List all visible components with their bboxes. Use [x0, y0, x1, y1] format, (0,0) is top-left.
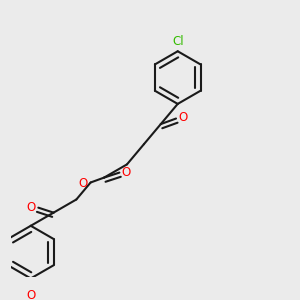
Text: O: O	[122, 166, 131, 178]
Text: O: O	[178, 112, 188, 124]
Text: O: O	[26, 289, 35, 300]
Text: O: O	[78, 176, 87, 190]
Text: O: O	[26, 201, 36, 214]
Text: Cl: Cl	[172, 35, 184, 49]
